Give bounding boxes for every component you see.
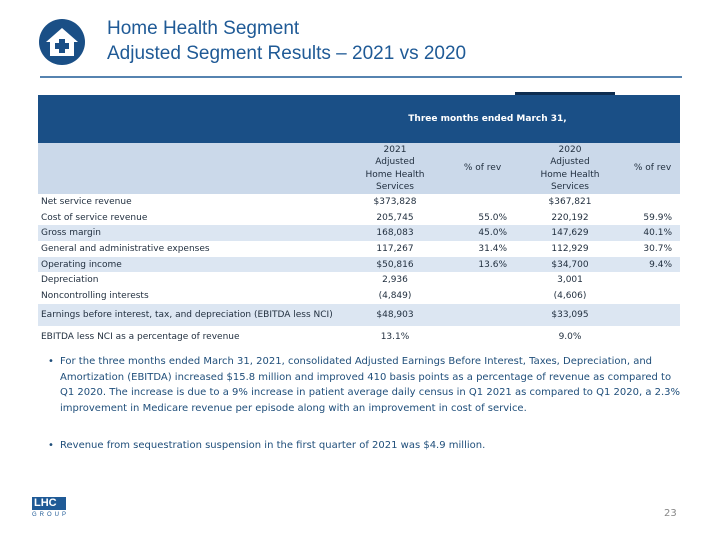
table-row: General and administrative expenses 117,2… bbox=[38, 241, 680, 257]
table-row: Net service revenue $373,828 $367,821 bbox=[38, 194, 680, 210]
corner bbox=[38, 143, 340, 194]
cell bbox=[450, 272, 515, 288]
cell bbox=[625, 303, 680, 326]
cell: 45.0% bbox=[450, 225, 515, 242]
subtitle: Adjusted Segment Results – 2021 vs 2020 bbox=[107, 43, 467, 64]
bullet: For the three months ended March 31, 202… bbox=[48, 354, 688, 416]
cell: 40.1% bbox=[625, 225, 680, 242]
row-label: Operating income bbox=[38, 256, 340, 273]
cell: 3,001 bbox=[557, 275, 583, 286]
cell: 112,929 bbox=[551, 243, 589, 254]
row-label: Depreciation bbox=[41, 275, 99, 286]
bullet: Revenue from sequestration suspension in… bbox=[48, 438, 688, 454]
cell: 13.6% bbox=[450, 256, 515, 273]
row-label: Net service revenue bbox=[41, 196, 132, 207]
row-label: Earnings before interest, tax, and depre… bbox=[38, 303, 340, 326]
row-label: General and administrative expenses bbox=[41, 243, 210, 254]
title: Home Health Segment bbox=[107, 18, 300, 39]
cell bbox=[625, 326, 680, 348]
page-number: 23 bbox=[664, 508, 677, 519]
cell bbox=[450, 194, 515, 210]
table-row: Operating income $50,816 13.6% $34,700 9.4% bbox=[38, 256, 680, 273]
logo-tag: GROUP bbox=[32, 512, 70, 518]
cell: $50,816 bbox=[340, 256, 450, 273]
cell: 31.4% bbox=[478, 243, 507, 254]
cell bbox=[625, 194, 680, 210]
cell: $373,828 bbox=[373, 196, 417, 207]
cell: 55.0% bbox=[478, 212, 507, 223]
cell: (4,849) bbox=[378, 290, 412, 301]
bullets: For the three months ended March 31, 202… bbox=[48, 354, 688, 476]
cell: (4,606) bbox=[553, 290, 587, 301]
cell: 205,745 bbox=[376, 212, 414, 223]
row-label: EBITDA less NCI as a percentage of reven… bbox=[41, 331, 240, 342]
row-label: Gross margin bbox=[38, 225, 340, 242]
table-row: EBITDA less NCI as a percentage of reven… bbox=[38, 326, 680, 348]
caption: Three months ended March 31, bbox=[38, 95, 680, 143]
cell: 59.9% bbox=[643, 212, 672, 223]
table-row: Noncontrolling interests (4,849) (4,606) bbox=[38, 288, 680, 304]
cell bbox=[625, 272, 680, 288]
table-row: Gross margin 168,083 45.0% 147,629 40.1% bbox=[38, 225, 680, 242]
cell: 2,936 bbox=[382, 275, 408, 286]
cell: 13.1% bbox=[380, 331, 410, 342]
cell: $367,821 bbox=[548, 196, 592, 207]
cell: 9.0% bbox=[558, 331, 582, 342]
table-row: Cost of service revenue 205,745 55.0% 220,1… bbox=[38, 210, 680, 226]
caption-row: Three months ended March 31, bbox=[38, 95, 680, 143]
cell: 168,083 bbox=[340, 225, 450, 242]
cell bbox=[450, 326, 515, 348]
cell: 9.4% bbox=[625, 256, 680, 273]
cell: $48,903 bbox=[340, 303, 450, 326]
logo-name: LHC bbox=[34, 497, 57, 509]
column-header: 2020 Adjusted Home Health Services bbox=[515, 143, 625, 194]
cell bbox=[450, 303, 515, 326]
cell bbox=[450, 288, 515, 304]
cell: 220,192 bbox=[551, 212, 589, 223]
cell: 147,629 bbox=[515, 225, 625, 242]
results-table: Three months ended March 31, 2021 Adjuste… bbox=[38, 95, 680, 348]
cell: $34,700 bbox=[515, 256, 625, 273]
column-header: % of rev bbox=[625, 143, 680, 194]
column-header: 2021 Adjusted Home Health Services bbox=[340, 143, 450, 194]
column-header-row: 2021 Adjusted Home Health Services% of r… bbox=[38, 143, 680, 194]
cell: $33,095 bbox=[515, 303, 625, 326]
cell: 30.7% bbox=[643, 243, 672, 254]
row-label: Cost of service revenue bbox=[41, 212, 148, 223]
cell bbox=[625, 288, 680, 304]
column-header: % of rev bbox=[450, 143, 515, 194]
table-row: Earnings before interest, tax, and depre… bbox=[38, 303, 680, 326]
table-row: Depreciation 2,936 3,001 bbox=[38, 272, 680, 288]
row-label: Noncontrolling interests bbox=[41, 290, 149, 301]
cell: 117,267 bbox=[376, 243, 414, 254]
